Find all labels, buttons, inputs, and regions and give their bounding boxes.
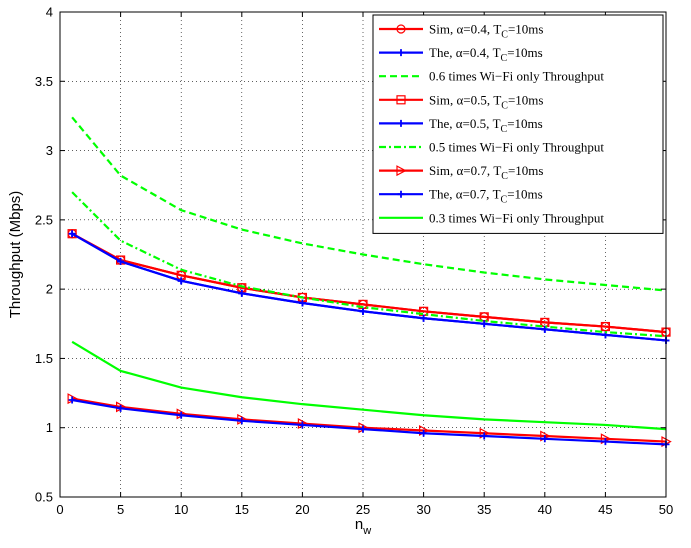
series-7: [69, 397, 670, 448]
y-tick-label: 4: [46, 5, 53, 20]
x-tick-label: 0: [56, 502, 63, 517]
y-tick-label: 3: [46, 143, 53, 158]
series-1: [69, 230, 670, 344]
x-tick-label: 50: [659, 502, 673, 517]
x-tick-label: 10: [174, 502, 188, 517]
x-tick-label: 15: [235, 502, 249, 517]
y-tick-label: 1: [46, 420, 53, 435]
x-tick-label: 45: [598, 502, 612, 517]
y-tick-label: 2.5: [35, 212, 53, 227]
series-line: [72, 234, 666, 332]
legend-entry-label: 0.6 times Wi−Fi only Throughput: [429, 69, 604, 84]
legend-entry-label: 0.5 times Wi−Fi only Throughput: [429, 140, 604, 155]
x-tick-label: 5: [117, 502, 124, 517]
y-tick-label: 2: [46, 282, 53, 297]
x-tick-label: 35: [477, 502, 491, 517]
x-tick-label: 25: [356, 502, 370, 517]
y-tick-label: 1.5: [35, 351, 53, 366]
series-8: [72, 342, 666, 429]
legend: Sim, α=0.4, TC=10msThe, α=0.4, TC=10ms0.…: [373, 15, 663, 233]
x-tick-label: 20: [295, 502, 309, 517]
legend-entry-label: 0.3 times Wi−Fi only Throughput: [429, 210, 604, 225]
x-axis-label: nw: [355, 516, 371, 537]
x-tick-label: 40: [538, 502, 552, 517]
y-axis-label: Throughput (Mbps): [7, 191, 24, 319]
y-tick-label: 0.5: [35, 490, 53, 505]
series-6: [68, 394, 670, 446]
series-line: [72, 399, 666, 442]
x-tick-label: 30: [416, 502, 430, 517]
series-line: [72, 342, 666, 429]
y-tick-label: 3.5: [35, 74, 53, 89]
series-line: [72, 234, 666, 332]
series-4: [69, 230, 670, 344]
